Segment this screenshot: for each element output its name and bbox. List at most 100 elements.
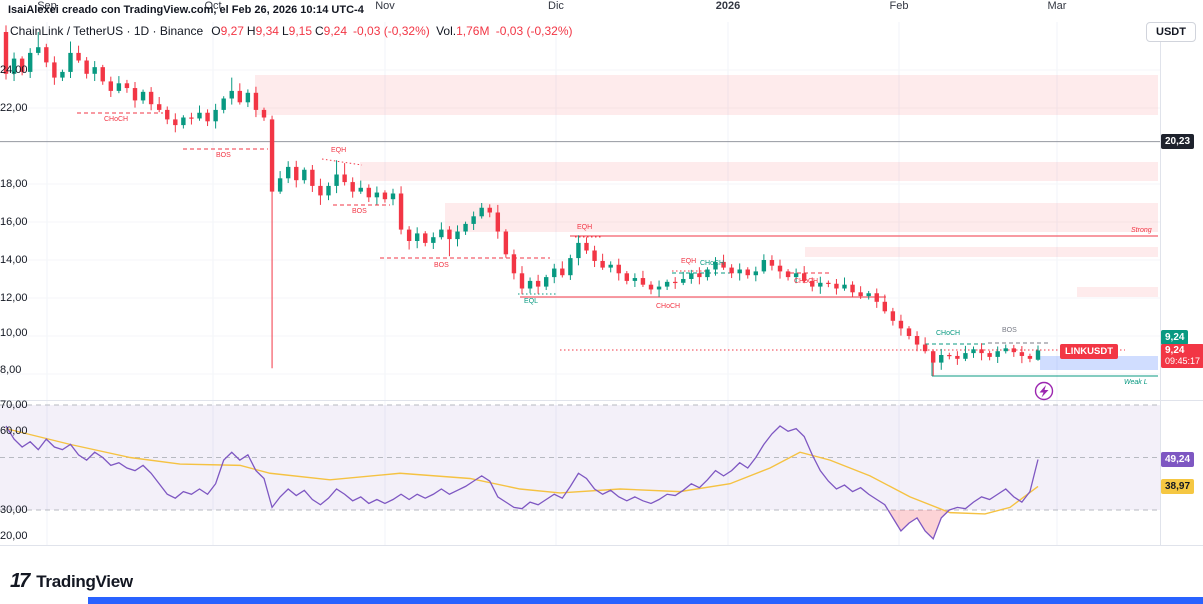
candle (269, 119, 275, 192)
candle (987, 353, 992, 357)
candle (777, 265, 783, 272)
candle (124, 83, 130, 89)
tradingview-logo[interactable]: 17 TradingView (10, 570, 133, 593)
candle (737, 269, 742, 274)
ohlc-values: O9,27 H9,34 L9,15 C9,24 (211, 24, 350, 38)
zones-layer (255, 75, 1158, 370)
candle (664, 281, 670, 287)
supply-zone (255, 75, 1158, 115)
demand-zone (1040, 356, 1158, 370)
last-price-badge-red: 9,24 09:45:17 (1161, 344, 1203, 368)
ohlc-key: H (246, 24, 256, 38)
separators-layer (0, 22, 1203, 546)
candle (36, 47, 41, 53)
candle (914, 336, 920, 345)
candle (826, 282, 831, 284)
candle (390, 193, 396, 200)
candle (116, 83, 122, 91)
price-level-badge: 20,23 (1161, 134, 1195, 149)
candle (818, 282, 823, 287)
candle (334, 174, 339, 186)
candle (963, 353, 968, 359)
tradingview-logo-text: TradingView (36, 571, 133, 591)
candle (277, 178, 283, 192)
ohlc-value: 9,24 (323, 24, 348, 38)
candle (793, 273, 799, 278)
candle (616, 264, 621, 274)
candle (979, 349, 984, 354)
candle (1011, 348, 1017, 353)
candle (519, 273, 525, 289)
supply-zone (360, 162, 1158, 181)
supply-zone (805, 247, 1158, 257)
ohlc-value: 9,15 (288, 24, 312, 38)
candle (44, 47, 49, 63)
candle (584, 242, 589, 251)
candle (648, 284, 654, 290)
candle (713, 261, 718, 270)
candle (769, 260, 775, 266)
candle (229, 90, 234, 99)
currency-usdt-button[interactable]: USDT (1146, 22, 1196, 42)
ohlc-key: C (315, 24, 324, 38)
ohlc-value: 9,27 (220, 24, 244, 38)
candle (285, 166, 291, 179)
candle (640, 278, 646, 285)
candle (213, 109, 218, 122)
candle (560, 268, 565, 276)
rsi-value-badge: 49,24 (1161, 452, 1195, 467)
lightning-marker[interactable] (1034, 381, 1054, 401)
candle (858, 292, 863, 297)
annotations-layer (77, 112, 1158, 377)
ohlc-value: 9,34 (255, 24, 279, 38)
symbol-price-tag: LINKUSDT (1060, 344, 1119, 359)
candle (132, 88, 138, 101)
symbol-title[interactable]: ChainLink / TetherUS · 1D · Binance (10, 24, 204, 38)
candle (414, 233, 420, 241)
candle (406, 229, 412, 241)
candle (84, 60, 89, 74)
candle (810, 280, 815, 287)
candle (302, 169, 307, 181)
candle (350, 182, 355, 192)
bottom-blue-bar (88, 597, 1203, 604)
candle (237, 90, 243, 103)
candle (181, 117, 186, 126)
volume-change: -0,03 (-0,32%) (495, 24, 573, 38)
candle (656, 286, 662, 290)
candle (890, 311, 896, 321)
rsi-ma-line (5, 427, 1039, 515)
candle (92, 67, 97, 74)
candle (156, 104, 162, 110)
candle (511, 254, 517, 274)
candle (906, 328, 912, 336)
candle (342, 174, 347, 183)
candle (245, 92, 251, 103)
candle (721, 261, 726, 268)
candlestick-layer (3, 25, 1041, 376)
candle (165, 109, 170, 120)
candle (898, 320, 904, 329)
bar-countdown: 09:45:17 (1165, 356, 1201, 366)
candle (527, 280, 533, 289)
candle (173, 119, 178, 126)
candle (108, 81, 114, 91)
candle (866, 293, 871, 297)
candle (922, 344, 928, 352)
volume-value: 1,76M (456, 24, 490, 38)
candle (624, 273, 630, 281)
candle (681, 279, 686, 283)
candle (463, 223, 468, 232)
supply-zone (1077, 287, 1158, 297)
candle (834, 283, 839, 289)
candle (423, 233, 428, 243)
ohlc-key: L (281, 24, 289, 38)
candle (705, 269, 710, 278)
candle (535, 280, 541, 287)
candle (100, 67, 105, 82)
candle (68, 52, 73, 72)
candle (576, 242, 581, 259)
tradingview-logo-icon: 17 (10, 570, 30, 592)
rsi-ma-value-badge: 38,97 (1161, 479, 1195, 494)
